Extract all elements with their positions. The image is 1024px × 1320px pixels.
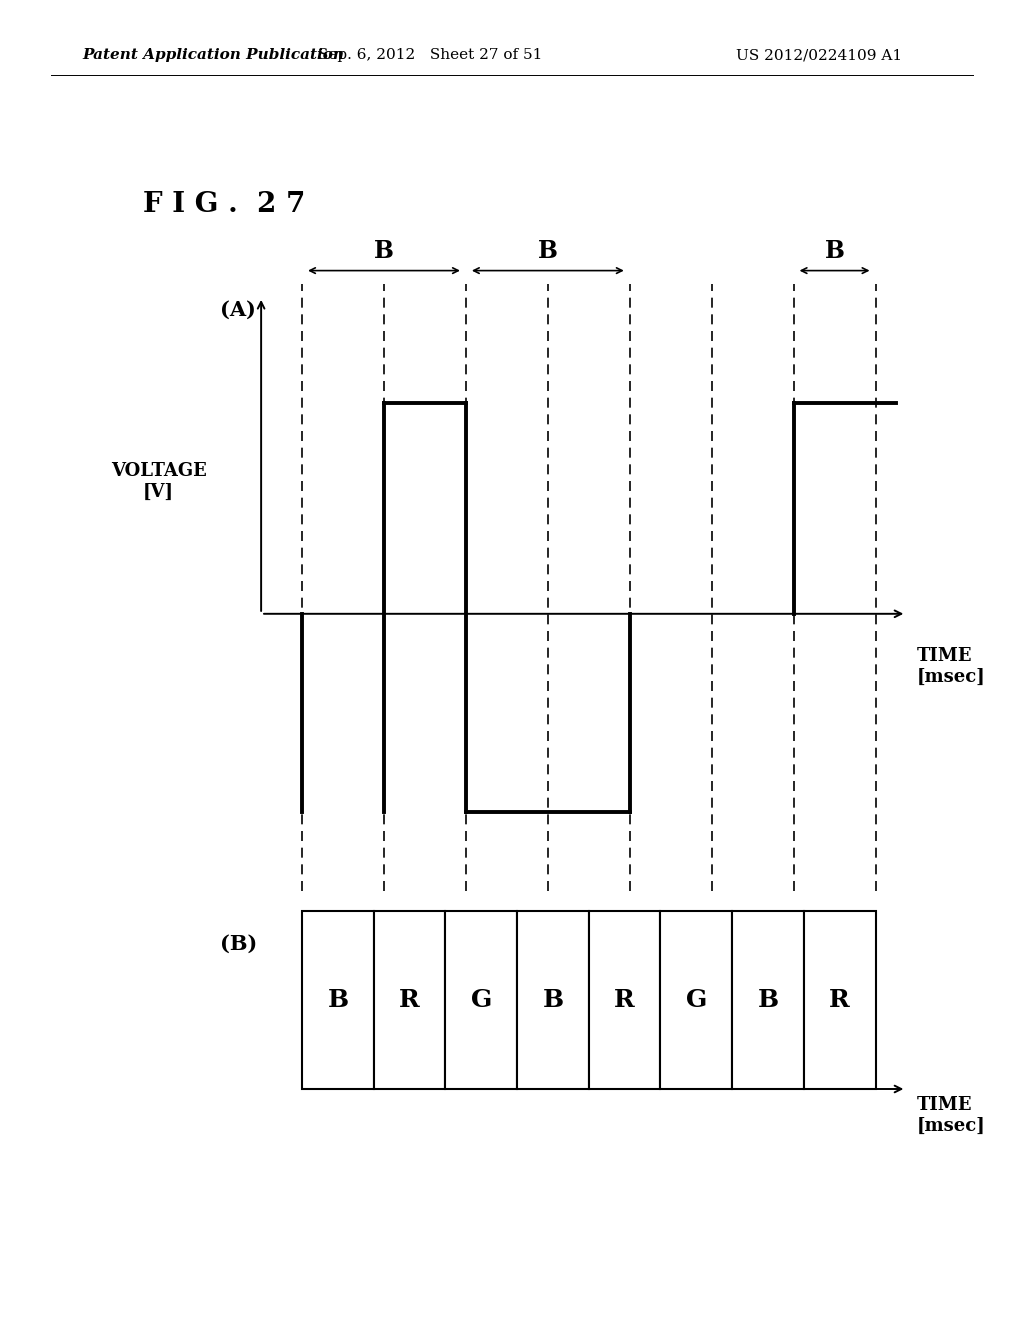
Bar bbox=[445, 911, 517, 1089]
Text: (A): (A) bbox=[220, 300, 256, 321]
Text: R: R bbox=[399, 987, 420, 1012]
Text: R: R bbox=[614, 987, 635, 1012]
Bar bbox=[589, 911, 660, 1089]
Bar bbox=[660, 911, 732, 1089]
Text: F I G .  2 7: F I G . 2 7 bbox=[143, 191, 306, 218]
Bar bbox=[804, 911, 876, 1089]
Text: G: G bbox=[686, 987, 707, 1012]
Text: B: B bbox=[758, 987, 778, 1012]
Text: G: G bbox=[471, 987, 492, 1012]
Bar bbox=[374, 911, 445, 1089]
Text: B: B bbox=[824, 239, 845, 263]
Bar bbox=[732, 911, 804, 1089]
Text: Patent Application Publication: Patent Application Publication bbox=[82, 49, 344, 62]
Text: B: B bbox=[538, 239, 558, 263]
Bar bbox=[517, 911, 589, 1089]
Text: VOLTAGE
[V]: VOLTAGE [V] bbox=[111, 462, 207, 502]
Text: R: R bbox=[829, 987, 850, 1012]
Text: (B): (B) bbox=[220, 933, 257, 954]
Bar bbox=[302, 911, 374, 1089]
Text: B: B bbox=[543, 987, 563, 1012]
Text: Sep. 6, 2012   Sheet 27 of 51: Sep. 6, 2012 Sheet 27 of 51 bbox=[317, 49, 543, 62]
Text: TIME
[msec]: TIME [msec] bbox=[916, 647, 985, 685]
Text: B: B bbox=[328, 987, 348, 1012]
Text: US 2012/0224109 A1: US 2012/0224109 A1 bbox=[736, 49, 902, 62]
Text: B: B bbox=[374, 239, 394, 263]
Text: TIME
[msec]: TIME [msec] bbox=[916, 1096, 985, 1134]
